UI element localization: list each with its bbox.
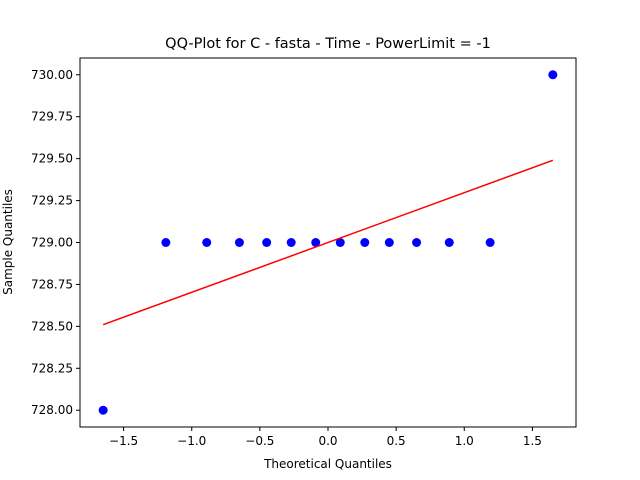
x-tick-label: −1.0 <box>177 434 206 448</box>
data-point-3 <box>202 238 212 247</box>
x-tick-label: 1.5 <box>523 434 542 448</box>
data-point-13 <box>485 238 495 247</box>
data-point-14 <box>548 70 558 80</box>
y-tick-label: 729.50 <box>31 152 73 166</box>
data-point-4 <box>234 238 244 247</box>
y-tick-label: 730.00 <box>31 68 73 82</box>
x-tick-label: −1.5 <box>109 434 138 448</box>
data-point-11 <box>412 238 422 247</box>
y-tick-label: 729.25 <box>31 194 73 208</box>
data-point-7 <box>311 238 321 247</box>
y-tick-label: 728.75 <box>31 277 73 291</box>
data-point-1 <box>98 405 108 415</box>
y-axis-label: Sample Quantiles <box>1 189 15 295</box>
y-tick-label: 729.75 <box>31 110 73 124</box>
plot-layer <box>98 70 558 415</box>
data-point-9 <box>360 238 370 247</box>
x-tick-label: −0.5 <box>245 434 274 448</box>
y-tick-label: 728.25 <box>31 361 73 375</box>
data-point-2 <box>161 238 171 247</box>
data-point-10 <box>384 238 394 247</box>
y-tick-label: 728.00 <box>31 403 73 417</box>
reference-line <box>102 159 554 326</box>
y-tick-label: 728.50 <box>31 319 73 333</box>
y-axis: 728.00 728.25 728.50 728.75 729.00 729.25 729.… <box>31 68 80 417</box>
data-point-12 <box>444 238 454 247</box>
data-point-5 <box>262 238 272 247</box>
x-tick-label: 1.0 <box>455 434 474 448</box>
chart-title: QQ-Plot for C - fasta - Time - PowerLimi… <box>165 36 491 52</box>
x-axis: −1.5 −1.0 −0.5 0.0 0.5 1.0 1.5 <box>109 427 542 448</box>
data-point-8 <box>335 238 345 247</box>
x-tick-label: 0.5 <box>387 434 406 448</box>
x-tick-label: 0.0 <box>318 434 337 448</box>
data-point-6 <box>286 238 296 247</box>
x-axis-label: Theoretical Quantiles <box>263 457 392 471</box>
y-tick-label: 729.00 <box>31 236 73 250</box>
